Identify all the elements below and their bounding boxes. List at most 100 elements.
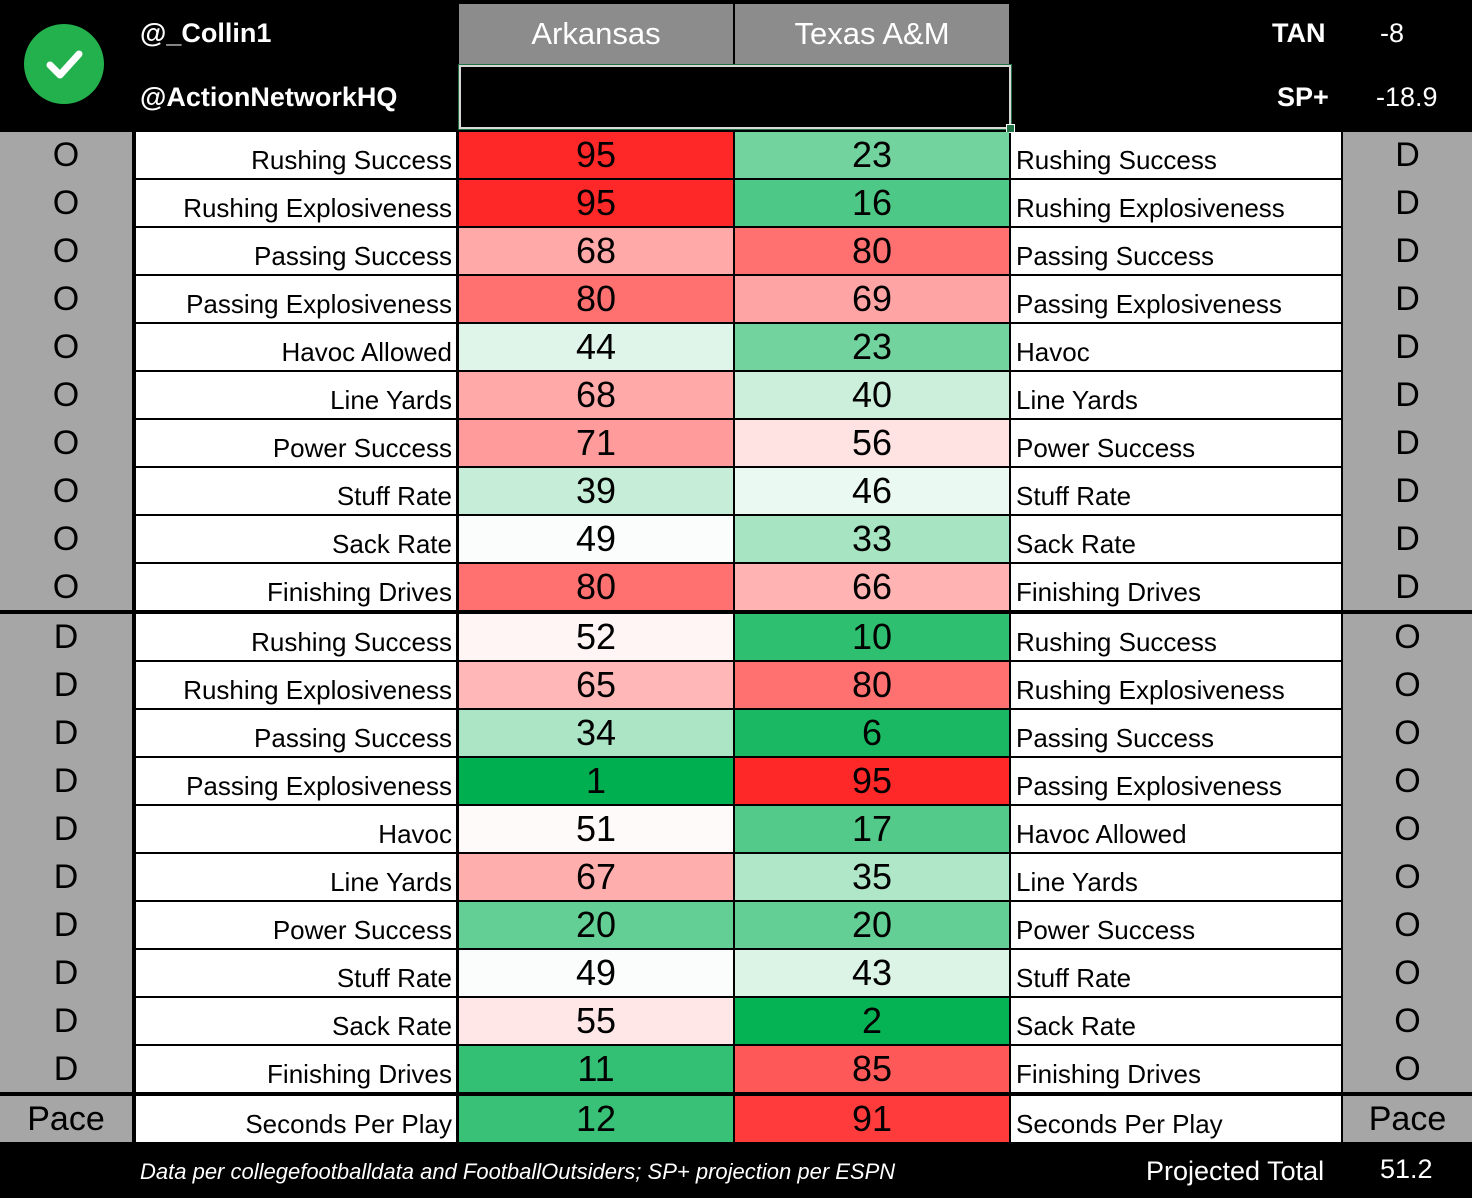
stat-label-left[interactable]: Passing Success [136, 710, 456, 756]
stat-value-right[interactable]: 40 [735, 372, 1009, 418]
stat-value-right[interactable]: 66 [735, 564, 1009, 610]
side-indicator-left: O [52, 135, 80, 174]
stat-value-left[interactable]: 55 [459, 998, 733, 1044]
stat-value-left[interactable]: 51 [459, 806, 733, 852]
stat-value-left[interactable]: 52 [459, 614, 733, 660]
side-indicator-right: O [1394, 809, 1421, 848]
stat-value-right[interactable]: 56 [735, 420, 1009, 466]
stat-value-right[interactable]: 23 [735, 132, 1009, 178]
side-indicator-right: O [1394, 1001, 1421, 1040]
stat-label-left[interactable]: Passing Explosiveness [136, 758, 456, 804]
stat-value-left[interactable]: 44 [459, 324, 733, 370]
side-indicator-left: O [52, 375, 80, 414]
stat-label-right[interactable]: Passing Success [1011, 228, 1341, 274]
stat-label-left[interactable]: Sack Rate [136, 998, 456, 1044]
stat-value-right[interactable]: 80 [735, 228, 1009, 274]
stat-value-left[interactable]: 49 [459, 516, 733, 562]
pace-stat-label-right[interactable]: Seconds Per Play [1011, 1096, 1341, 1142]
pace-value-left[interactable]: 12 [459, 1096, 733, 1142]
stat-value-right[interactable]: 16 [735, 180, 1009, 226]
stat-value-left[interactable]: 80 [459, 276, 733, 322]
side-indicator-right: D [1395, 519, 1420, 558]
stat-label-left[interactable]: Stuff Rate [136, 950, 456, 996]
stat-value-left[interactable]: 68 [459, 372, 733, 418]
stat-value-left[interactable]: 68 [459, 228, 733, 274]
stat-value-right[interactable]: 35 [735, 854, 1009, 900]
section-divider [0, 1092, 1472, 1096]
stat-value-left[interactable]: 39 [459, 468, 733, 514]
stat-label-right[interactable]: Sack Rate [1011, 998, 1341, 1044]
stat-label-right[interactable]: Havoc Allowed [1011, 806, 1341, 852]
stat-label-right[interactable]: Rushing Explosiveness [1011, 662, 1341, 708]
stat-label-left[interactable]: Rushing Explosiveness [136, 180, 456, 226]
side-indicator-right: D [1395, 375, 1420, 414]
stat-value-left[interactable]: 11 [459, 1046, 733, 1092]
stat-label-right[interactable]: Line Yards [1011, 372, 1341, 418]
side-indicator-left: O [52, 519, 80, 558]
stat-label-right[interactable]: Power Success [1011, 902, 1341, 948]
stat-label-right[interactable]: Line Yards [1011, 854, 1341, 900]
stat-value-right[interactable]: 17 [735, 806, 1009, 852]
stat-label-left[interactable]: Rushing Success [136, 614, 456, 660]
stat-label-right[interactable]: Passing Explosiveness [1011, 758, 1341, 804]
stat-value-right[interactable]: 80 [735, 662, 1009, 708]
side-indicator-left: D [53, 857, 79, 896]
stat-value-right[interactable]: 95 [735, 758, 1009, 804]
side-indicator-right: D [1395, 135, 1420, 174]
stat-label-left[interactable]: Rushing Explosiveness [136, 662, 456, 708]
stat-value-right[interactable]: 33 [735, 516, 1009, 562]
stat-label-right[interactable]: Stuff Rate [1011, 468, 1341, 514]
stat-value-right[interactable]: 23 [735, 324, 1009, 370]
stat-value-right[interactable]: 43 [735, 950, 1009, 996]
stat-label-right[interactable]: Rushing Explosiveness [1011, 180, 1341, 226]
stat-label-left[interactable]: Sack Rate [136, 516, 456, 562]
side-indicator-right: O [1394, 713, 1421, 752]
stat-label-left[interactable]: Havoc [136, 806, 456, 852]
stat-label-left[interactable]: Power Success [136, 902, 456, 948]
stat-label-left[interactable]: Finishing Drives [136, 1046, 456, 1092]
stat-label-right[interactable]: Stuff Rate [1011, 950, 1341, 996]
pace-stat-label-left[interactable]: Seconds Per Play [136, 1096, 456, 1142]
stat-value-right[interactable]: 46 [735, 468, 1009, 514]
stat-label-right[interactable]: Finishing Drives [1011, 1046, 1341, 1092]
stat-value-left[interactable]: 20 [459, 902, 733, 948]
stat-label-right[interactable]: Passing Success [1011, 710, 1341, 756]
stat-value-left[interactable]: 71 [459, 420, 733, 466]
stat-label-left[interactable]: Finishing Drives [136, 564, 456, 610]
stat-label-left[interactable]: Passing Explosiveness [136, 276, 456, 322]
stat-label-right[interactable]: Rushing Success [1011, 614, 1341, 660]
stat-value-left[interactable]: 49 [459, 950, 733, 996]
stat-value-right[interactable]: 10 [735, 614, 1009, 660]
stat-value-left[interactable]: 34 [459, 710, 733, 756]
stat-label-left[interactable]: Stuff Rate [136, 468, 456, 514]
stat-label-left[interactable]: Power Success [136, 420, 456, 466]
stat-label-left[interactable]: Havoc Allowed [136, 324, 456, 370]
stat-value-left[interactable]: 65 [459, 662, 733, 708]
stat-label-left[interactable]: Rushing Success [136, 132, 456, 178]
stat-value-right[interactable]: 6 [735, 710, 1009, 756]
stat-value-left[interactable]: 67 [459, 854, 733, 900]
stat-value-left[interactable]: 95 [459, 132, 733, 178]
stat-label-left[interactable]: Passing Success [136, 228, 456, 274]
stat-value-right[interactable]: 2 [735, 998, 1009, 1044]
stat-label-right[interactable]: Finishing Drives [1011, 564, 1341, 610]
stat-value-right[interactable]: 69 [735, 276, 1009, 322]
stat-value-left[interactable]: 80 [459, 564, 733, 610]
stat-label-left[interactable]: Line Yards [136, 372, 456, 418]
stat-label-right[interactable]: Rushing Success [1011, 132, 1341, 178]
selection-handle[interactable] [1006, 124, 1015, 133]
stat-label-right[interactable]: Power Success [1011, 420, 1341, 466]
stat-label-right[interactable]: Passing Explosiveness [1011, 276, 1341, 322]
selected-cell[interactable] [458, 64, 1012, 130]
pace-value-right[interactable]: 91 [735, 1096, 1009, 1142]
side-indicator-left: O [52, 327, 80, 366]
stat-value-right[interactable]: 85 [735, 1046, 1009, 1092]
stat-value-left[interactable]: 95 [459, 180, 733, 226]
stat-label-left[interactable]: Line Yards [136, 854, 456, 900]
section-divider [0, 610, 1472, 614]
stat-label-right[interactable]: Sack Rate [1011, 516, 1341, 562]
stat-value-right[interactable]: 20 [735, 902, 1009, 948]
stat-label-right[interactable]: Havoc [1011, 324, 1341, 370]
side-indicator-right: O [1394, 857, 1421, 896]
stat-value-left[interactable]: 1 [459, 758, 733, 804]
